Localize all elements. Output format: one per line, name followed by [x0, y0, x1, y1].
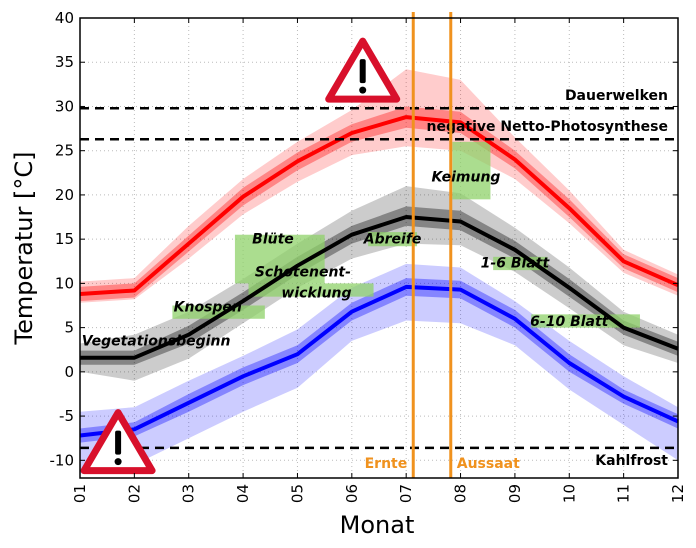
stage-highlight	[452, 141, 491, 200]
stage-highlight	[248, 283, 374, 297]
outer-band	[80, 263, 678, 474]
y-tick-label: 20	[55, 186, 74, 204]
threshold-lines: Dauerwelken negative Netto-Photosynthese K…	[80, 88, 678, 469]
threshold-label: negative Netto-Photosynthese	[426, 119, 668, 135]
x-axis-label: Monat	[340, 511, 415, 539]
y-tick-label: -10	[50, 451, 75, 469]
x-tick-label: 07	[397, 484, 415, 503]
sowing-harvest-lines: Ernte Aussaat	[365, 12, 520, 478]
stage-label: Keimung	[432, 170, 501, 186]
outer-band	[80, 69, 678, 303]
series-line	[80, 215, 679, 360]
stage-label: Vegetationsbeginn	[82, 333, 231, 349]
y-tick-label: 30	[55, 97, 74, 115]
x-tick-label: 01	[71, 484, 89, 503]
threshold-label: Dauerwelken	[565, 88, 668, 104]
y-tick-label: 5	[64, 319, 74, 337]
inner-band	[80, 106, 678, 302]
stage-highlight	[493, 256, 548, 271]
warning-icons	[80, 37, 401, 475]
plot-frame	[79, 17, 679, 479]
y-tick-label: 40	[55, 9, 74, 27]
y-tick-label: 35	[55, 53, 74, 71]
y-axis-label: Temperatur [°C]	[10, 152, 38, 346]
threshold-label: Kahlfrost	[595, 453, 668, 469]
inner-band	[80, 206, 678, 365]
x-tick-label: 06	[343, 484, 361, 503]
stage-label: 6-10 Blatt	[530, 314, 610, 330]
stage-label: Abreife	[363, 232, 422, 248]
y-tick-label: 25	[55, 142, 74, 160]
stage-labels: Vegetationsbeginn Knospen Blüte Schotenent-…	[82, 170, 610, 350]
warning-exclamation-dot	[359, 86, 367, 94]
series-lines	[79, 115, 679, 438]
x-tick-label: 08	[452, 484, 470, 503]
x-tick-label: 02	[125, 484, 143, 503]
x-tick-label: 03	[180, 484, 198, 503]
warning-exclamation-bar	[359, 59, 366, 84]
series-line	[79, 284, 679, 438]
warning-triangle-icon	[325, 37, 401, 103]
stage-label: 1-6 Blatt	[481, 255, 551, 271]
month-marker-label: Ernte	[365, 456, 408, 472]
y-tick-label: 10	[55, 274, 74, 292]
x-tick-label: 04	[234, 484, 252, 503]
x-tick-label: 11	[615, 484, 633, 503]
x-tick-label: 10	[560, 484, 578, 503]
stage-label: Schotenent-	[255, 264, 351, 280]
warning-triangle-icon	[80, 409, 156, 475]
y-tick-label: 15	[55, 230, 74, 248]
stage-label: Blüte	[252, 232, 294, 248]
stage-label: wicklung	[281, 286, 351, 302]
warning-exclamation-dot	[114, 458, 122, 466]
warning-exclamation-bar	[115, 430, 122, 455]
y-tick-label: -5	[59, 407, 74, 425]
x-tick-label: 09	[506, 484, 524, 503]
series-line	[79, 115, 679, 296]
stage-highlight	[172, 305, 265, 319]
x-tick-label: 12	[669, 484, 687, 503]
x-tick-label: 05	[288, 484, 306, 503]
y-tick-label: 0	[64, 363, 74, 381]
stage-label: Knospen	[174, 300, 242, 316]
month-marker-label: Aussaat	[457, 456, 520, 472]
stage-highlight	[368, 232, 418, 247]
